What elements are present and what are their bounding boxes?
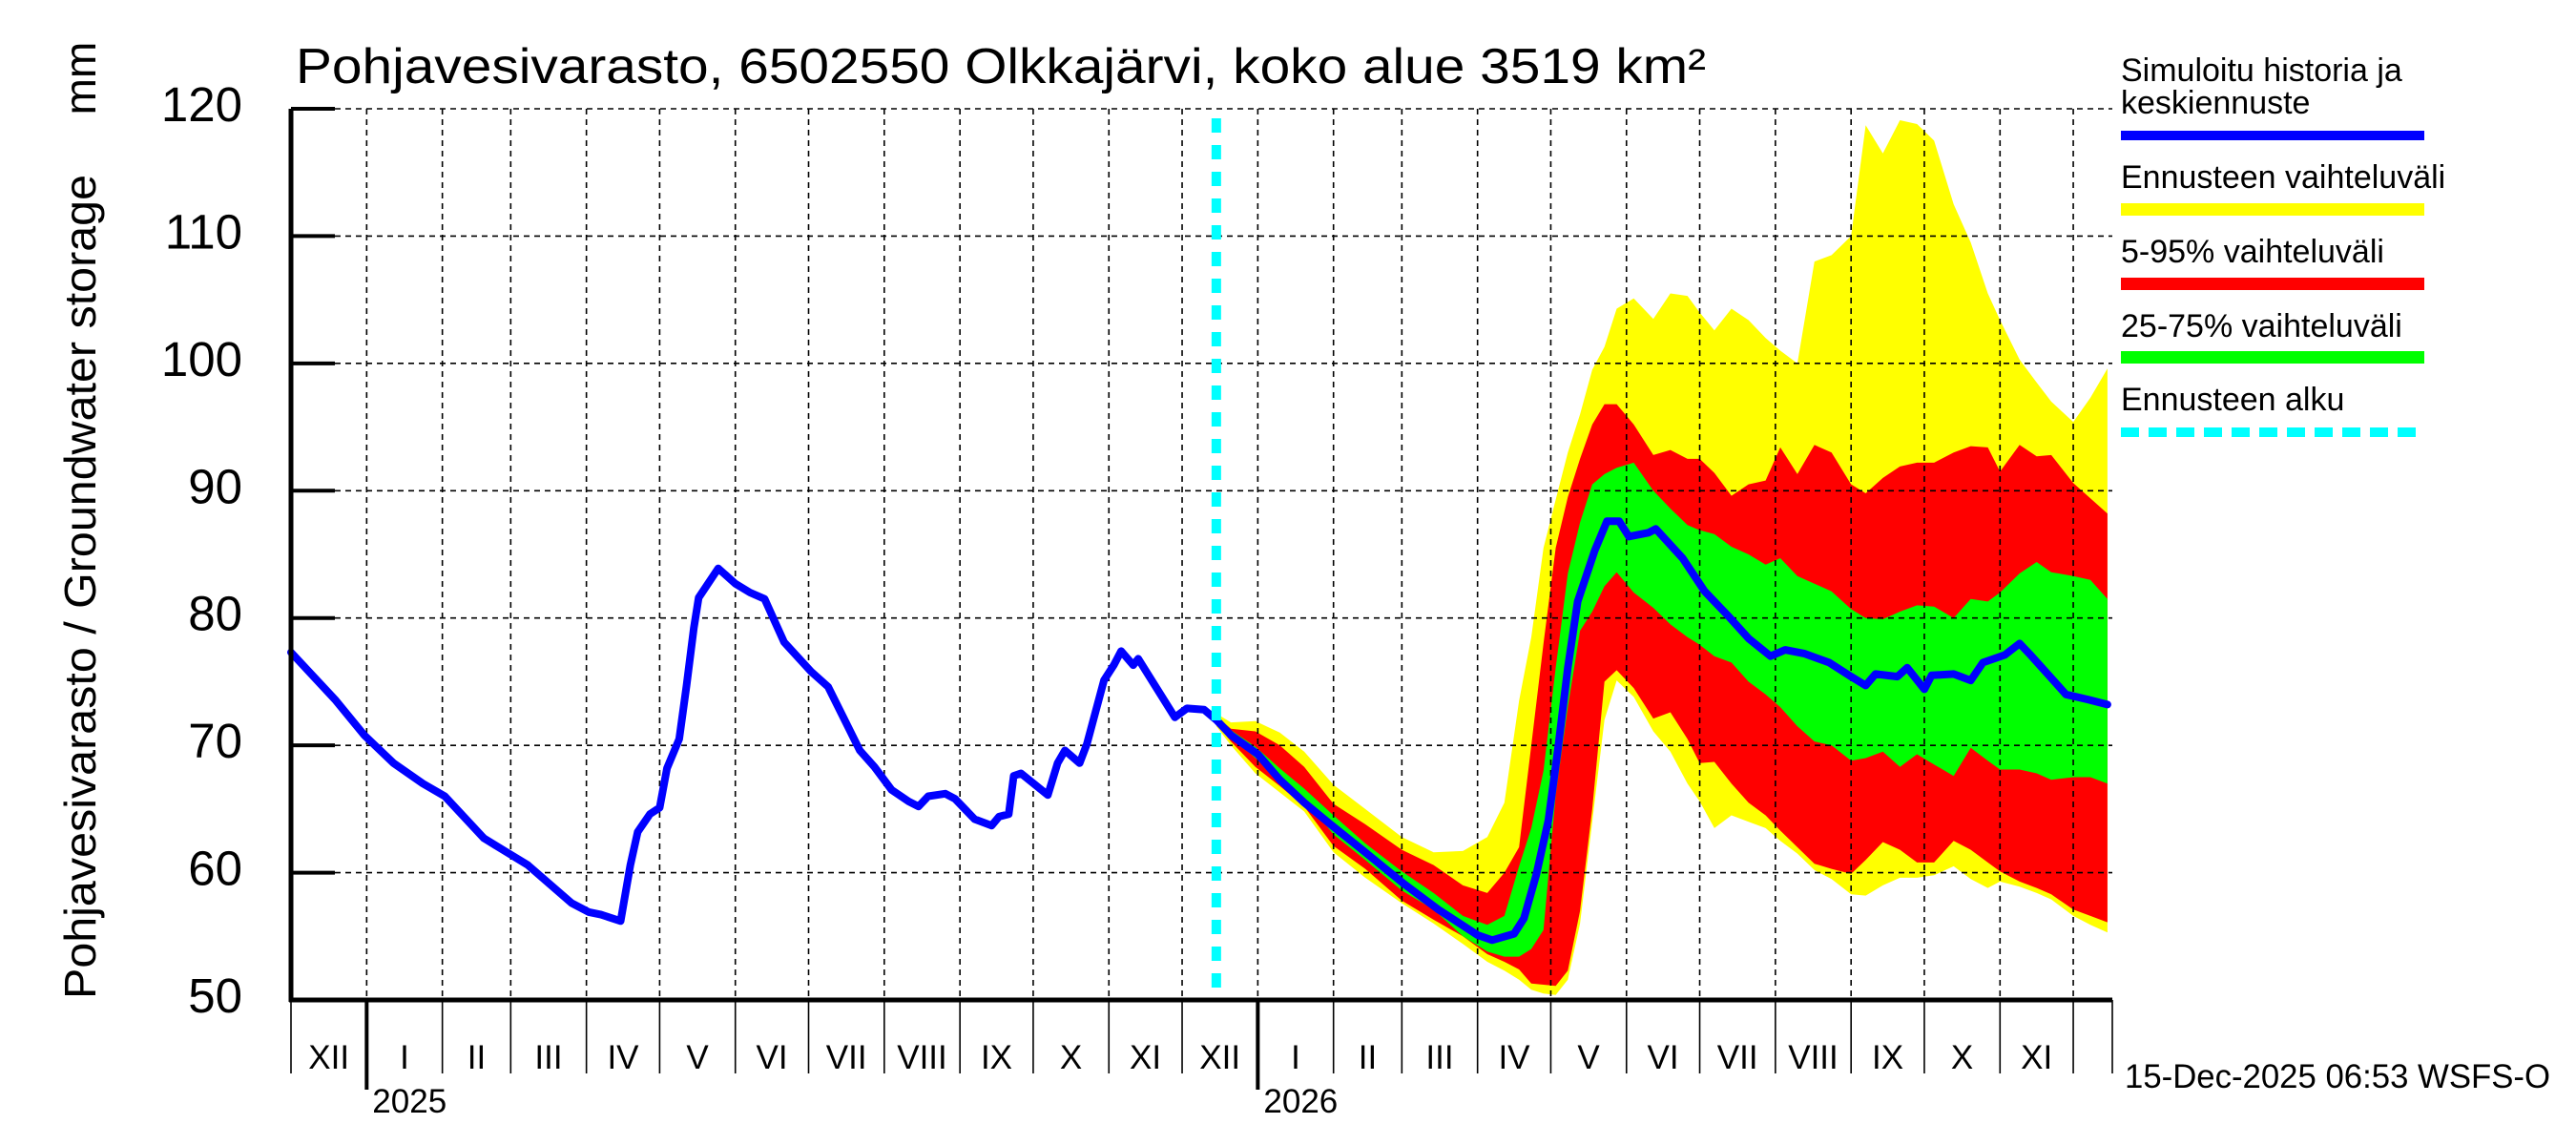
axes — [288, 107, 2113, 1090]
timestamp: 15-Dec-2025 06:53 WSFS-O — [2125, 1058, 2550, 1095]
y-axis-tick-labels: 50 60 70 80 90 100 110 120 — [161, 77, 242, 1023]
x-month-label: III — [534, 1039, 562, 1076]
y-tick-label: 90 — [188, 459, 242, 513]
x-month-label: VI — [757, 1039, 788, 1076]
x-month-label: XI — [1130, 1039, 1161, 1076]
x-month-label: XI — [2021, 1039, 2052, 1076]
y-axis-label: Pohjavesivarasto / Groundwater storage — [55, 175, 105, 999]
y-tick-label: 50 — [188, 968, 242, 1023]
grid — [335, 108, 2112, 1000]
x-axis-labels: XII I II III IV V VI VII VIII IX X XI XII I II III IV V VI… — [308, 1039, 2052, 1120]
y-tick-label: 80 — [188, 587, 242, 641]
x-month-label: XII — [308, 1039, 349, 1076]
x-month-label: IX — [1872, 1039, 1903, 1076]
x-month-label: V — [1577, 1039, 1600, 1076]
legend-label-p5-95: 5-95% vaihteluväli — [2121, 234, 2384, 270]
legend-label-history-line2: keskiennuste — [2121, 85, 2310, 121]
legend-swatch-range — [2121, 203, 2424, 216]
chart-title: Pohjavesivarasto, 6502550 Olkkajärvi, ko… — [296, 39, 1706, 94]
y-axis-unit: mm — [55, 42, 105, 115]
legend-swatch-p25-75 — [2121, 351, 2424, 364]
x-year-label: 2025 — [372, 1083, 447, 1120]
band-p25-p75 — [1215, 462, 2108, 957]
x-month-label: XII — [1199, 1039, 1240, 1076]
legend-label-forecast-start: Ennusteen alku — [2121, 382, 2344, 418]
x-month-label: I — [1291, 1039, 1300, 1076]
x-month-label: V — [686, 1039, 709, 1076]
y-tick-label: 70 — [188, 714, 242, 768]
x-month-label: VI — [1648, 1039, 1679, 1076]
x-month-label: X — [1060, 1039, 1082, 1076]
x-year-label: 2026 — [1263, 1083, 1338, 1120]
band-p5-p95 — [1215, 404, 2108, 987]
x-month-label: VII — [1717, 1039, 1758, 1076]
legend: Simuloitu historia ja keskiennuste Ennus… — [2121, 52, 2445, 437]
x-month-label: IV — [607, 1039, 639, 1076]
series — [287, 517, 2111, 945]
x-month-label: III — [1425, 1039, 1453, 1076]
legend-label-range: Ennusteen vaihteluväli — [2121, 159, 2445, 196]
legend-swatch-p5-95 — [2121, 278, 2424, 290]
x-month-label: VII — [826, 1039, 867, 1076]
x-month-label: X — [1951, 1039, 1973, 1076]
x-month-label: VIII — [1788, 1039, 1839, 1076]
y-tick-label: 60 — [188, 842, 242, 896]
legend-label-history-line1: Simuloitu historia ja — [2121, 52, 2402, 89]
legend-label-p25-75: 25-75% vaihteluväli — [2121, 308, 2402, 344]
x-month-label: I — [400, 1039, 409, 1076]
series-line-history-and-median-forecast — [287, 517, 2111, 945]
legend-swatch-history — [2121, 131, 2424, 140]
x-month-label: VIII — [897, 1039, 947, 1076]
x-month-label: IV — [1498, 1039, 1530, 1076]
x-month-label: II — [467, 1039, 486, 1076]
x-month-label: II — [1359, 1039, 1377, 1076]
y-tick-label: 110 — [165, 204, 242, 259]
forecast-bands — [1215, 120, 2108, 995]
y-tick-label: 120 — [161, 77, 242, 132]
x-month-label: IX — [981, 1039, 1012, 1076]
y-tick-label: 100 — [161, 332, 242, 386]
